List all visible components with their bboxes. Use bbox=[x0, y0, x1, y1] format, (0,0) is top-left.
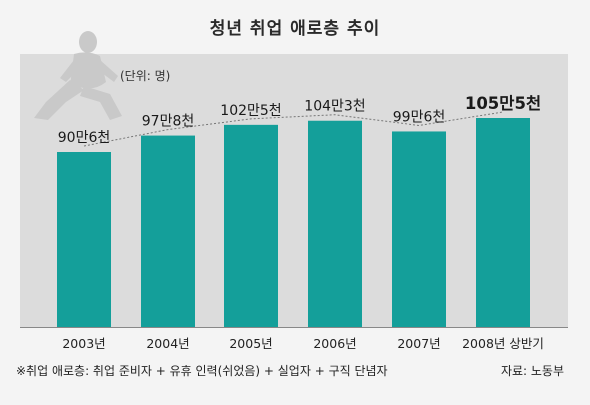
footnote: ※취업 애로층: 취업 준비자 + 유휴 인력(쉬었음) + 실업자 + 구직 … bbox=[16, 364, 388, 378]
data-label: 105만5천 bbox=[465, 94, 541, 113]
x-tick-label: 2006년 bbox=[313, 336, 357, 351]
x-tick-label: 2008년 상반기 bbox=[462, 336, 544, 351]
bar-1 bbox=[57, 152, 111, 327]
x-tick-label: 2003년 bbox=[62, 336, 106, 351]
bar-3 bbox=[224, 124, 278, 327]
bar-2 bbox=[141, 135, 195, 327]
x-tick-label: 2004년 bbox=[146, 336, 190, 351]
unit-label: (단위: 명) bbox=[120, 69, 171, 83]
data-label: 97만8천 bbox=[142, 114, 194, 130]
x-tick-label: 2005년 bbox=[229, 336, 273, 351]
silhouette-figure-icon bbox=[34, 31, 122, 120]
x-axis-line bbox=[20, 327, 568, 328]
chart-title: 청년 취업 애로층 추이 bbox=[209, 19, 381, 39]
bar-5 bbox=[392, 131, 446, 327]
source-note: 자료: 노동부 bbox=[500, 364, 564, 378]
data-label: 90만6천 bbox=[58, 130, 110, 146]
trend-connector-line bbox=[83, 111, 504, 147]
bar-4 bbox=[308, 120, 362, 328]
data-label: 102만5천 bbox=[220, 103, 281, 119]
bar-6 bbox=[476, 118, 530, 327]
data-label: 104만3천 bbox=[304, 99, 365, 115]
x-tick-label: 2007년 bbox=[397, 336, 441, 351]
data-label: 99만6천 bbox=[393, 109, 445, 125]
